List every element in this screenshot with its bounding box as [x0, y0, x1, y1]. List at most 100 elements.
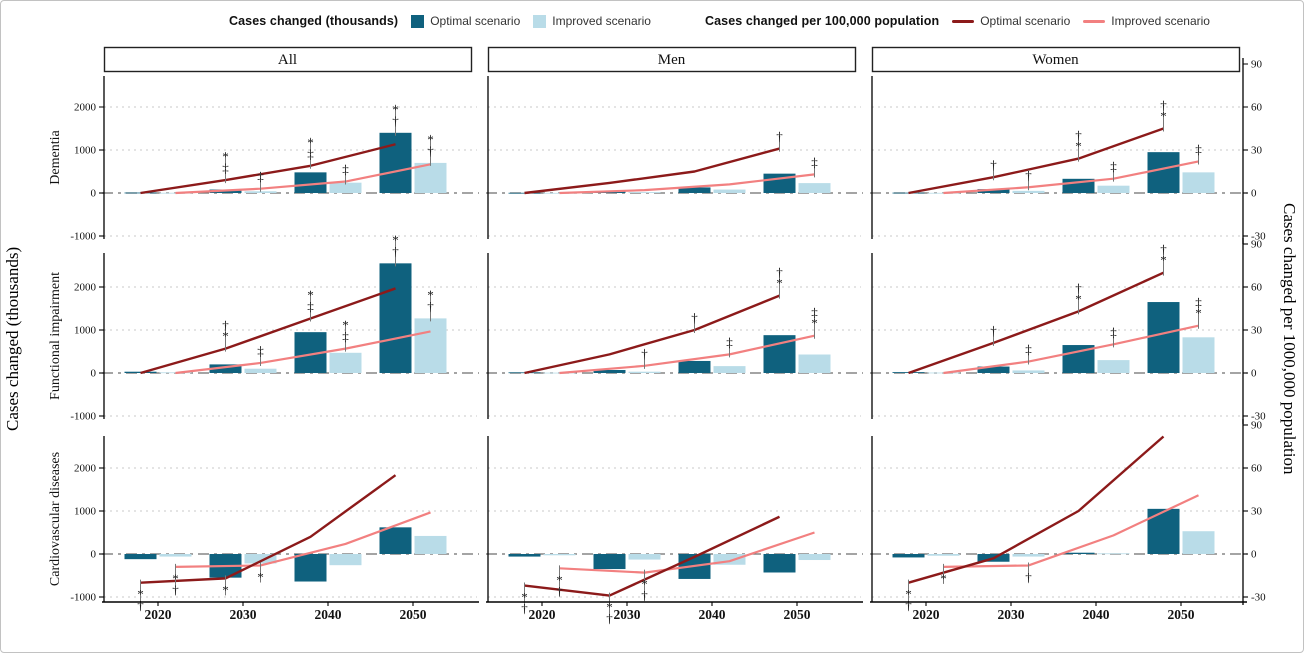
bar-improved	[329, 554, 362, 566]
right-tick-label: 60	[1251, 102, 1263, 114]
significance-marker: †	[556, 583, 563, 598]
bar-optimal	[678, 360, 711, 373]
significance-marker: ‡	[1195, 141, 1202, 156]
left-tick-label: -1000	[70, 411, 96, 423]
significance-marker: †	[641, 346, 648, 361]
significance-marker: ‡	[726, 334, 733, 349]
panel-men-cardiovascular-diseases: *† *†*† *†2020 2030 2040 2050	[486, 436, 863, 626]
significance-marker: *	[940, 571, 947, 586]
bar-optimal	[294, 554, 327, 582]
significance-marker: *	[1160, 109, 1167, 124]
significance-marker: *	[606, 600, 613, 615]
significance-marker: †	[392, 243, 399, 258]
left-tick-label: 2000	[74, 463, 97, 475]
facet-header-men: Men	[487, 46, 857, 73]
bar-improved	[414, 318, 447, 373]
significance-marker: †	[990, 157, 997, 172]
left-tick-label: -1000	[70, 592, 96, 604]
left-tick-label: 1000	[74, 145, 97, 157]
panel-men-functional-impairment: ††*†‡‡*	[486, 253, 863, 419]
bar-optimal	[1147, 302, 1180, 373]
right-tick-label: 30	[1251, 325, 1263, 337]
panel-men-dementia: †‡	[486, 76, 863, 239]
significance-marker: ‡	[222, 160, 229, 175]
x-axis-year-label: 2030	[614, 607, 641, 622]
x-axis-year-label: 2040	[699, 607, 726, 622]
line-optimal	[140, 474, 397, 584]
right-tick-label: 90	[1251, 59, 1263, 71]
significance-marker: †	[1075, 280, 1082, 295]
left-tick-label: 1000	[74, 325, 97, 337]
right-tick-label: 0	[1251, 549, 1257, 561]
left-tick-label: -1000	[70, 231, 96, 243]
significance-marker: †	[691, 310, 698, 325]
right-tick-label: 0	[1251, 368, 1257, 380]
significance-marker: *	[556, 572, 563, 587]
significance-marker: †	[990, 323, 997, 338]
legend-label-improved-bar: Improved scenario	[552, 14, 651, 28]
x-axis-year-label: 2050	[1168, 607, 1195, 622]
bar-optimal	[1147, 508, 1180, 554]
significance-marker: *	[392, 102, 399, 117]
line-optimal	[140, 143, 396, 195]
row-label: Functional impairment	[48, 272, 63, 400]
bar-improved	[1097, 185, 1130, 193]
line-optimal	[524, 294, 780, 375]
bar-improved	[713, 366, 746, 373]
bar-improved	[329, 352, 362, 373]
significance-marker: ‡	[307, 146, 314, 161]
left-tick-label: 0	[91, 549, 97, 561]
facet-title: Women	[1032, 52, 1079, 68]
significance-marker: ‡	[257, 169, 264, 184]
legend-item-optimal-bar: Optimal scenario	[411, 14, 520, 28]
right-tick-label: -30	[1251, 231, 1266, 243]
significance-marker: *	[776, 276, 783, 291]
x-axis-year-label: 2040	[315, 607, 342, 622]
bar-improved	[1012, 554, 1045, 557]
bar-optimal	[892, 554, 925, 558]
facet-title: Men	[658, 52, 686, 68]
line-improved	[559, 173, 815, 195]
chart-area: All Men Women Dementia Functional impairment…	[1, 41, 1303, 641]
bar-improved	[798, 354, 831, 373]
significance-marker: ‡	[307, 299, 314, 314]
significance-marker: *	[392, 232, 399, 247]
bar-improved	[159, 192, 192, 194]
bar-optimal	[379, 527, 412, 554]
row-label: Cardiovascular diseases	[48, 452, 63, 586]
significance-marker: *	[307, 288, 314, 303]
bar-optimal	[508, 192, 541, 194]
legend-bars-title: Cases changed (thousands)	[229, 14, 399, 28]
bar-improved	[329, 182, 362, 193]
significance-marker: ‡	[811, 154, 818, 169]
significance-marker: ‡	[811, 305, 818, 320]
right-tick-label: 30	[1251, 145, 1263, 157]
line-improved	[943, 160, 1199, 195]
bar-optimal	[379, 132, 412, 193]
facet-header-women: Women	[871, 46, 1241, 73]
bar-optimal	[124, 554, 157, 560]
significance-marker: *	[137, 587, 144, 602]
significance-marker: *	[427, 287, 434, 302]
x-axis-year-label: 2050	[784, 607, 811, 622]
significance-marker: *	[641, 577, 648, 592]
bar-improved	[244, 554, 277, 564]
significance-marker: *	[222, 149, 229, 164]
bar-improved	[543, 192, 576, 194]
left-tick-label: 0	[91, 188, 97, 200]
significance-marker: †	[427, 143, 434, 158]
chart-canvas: All Men Women Dementia Functional impairment…	[48, 46, 1266, 626]
significance-marker: *	[222, 329, 229, 344]
line-improved	[943, 494, 1199, 568]
significance-marker: †	[521, 601, 528, 616]
optimal-line-swatch	[952, 19, 975, 23]
significance-marker: †	[1075, 128, 1082, 143]
legend-item-improved-bar: Improved scenario	[533, 14, 651, 28]
bar-improved	[927, 554, 960, 556]
line-optimal	[908, 435, 1165, 584]
right-tick-label: 60	[1251, 282, 1263, 294]
x-axis-year-label: 2040	[1083, 607, 1110, 622]
significance-marker: ‡	[1110, 324, 1117, 339]
